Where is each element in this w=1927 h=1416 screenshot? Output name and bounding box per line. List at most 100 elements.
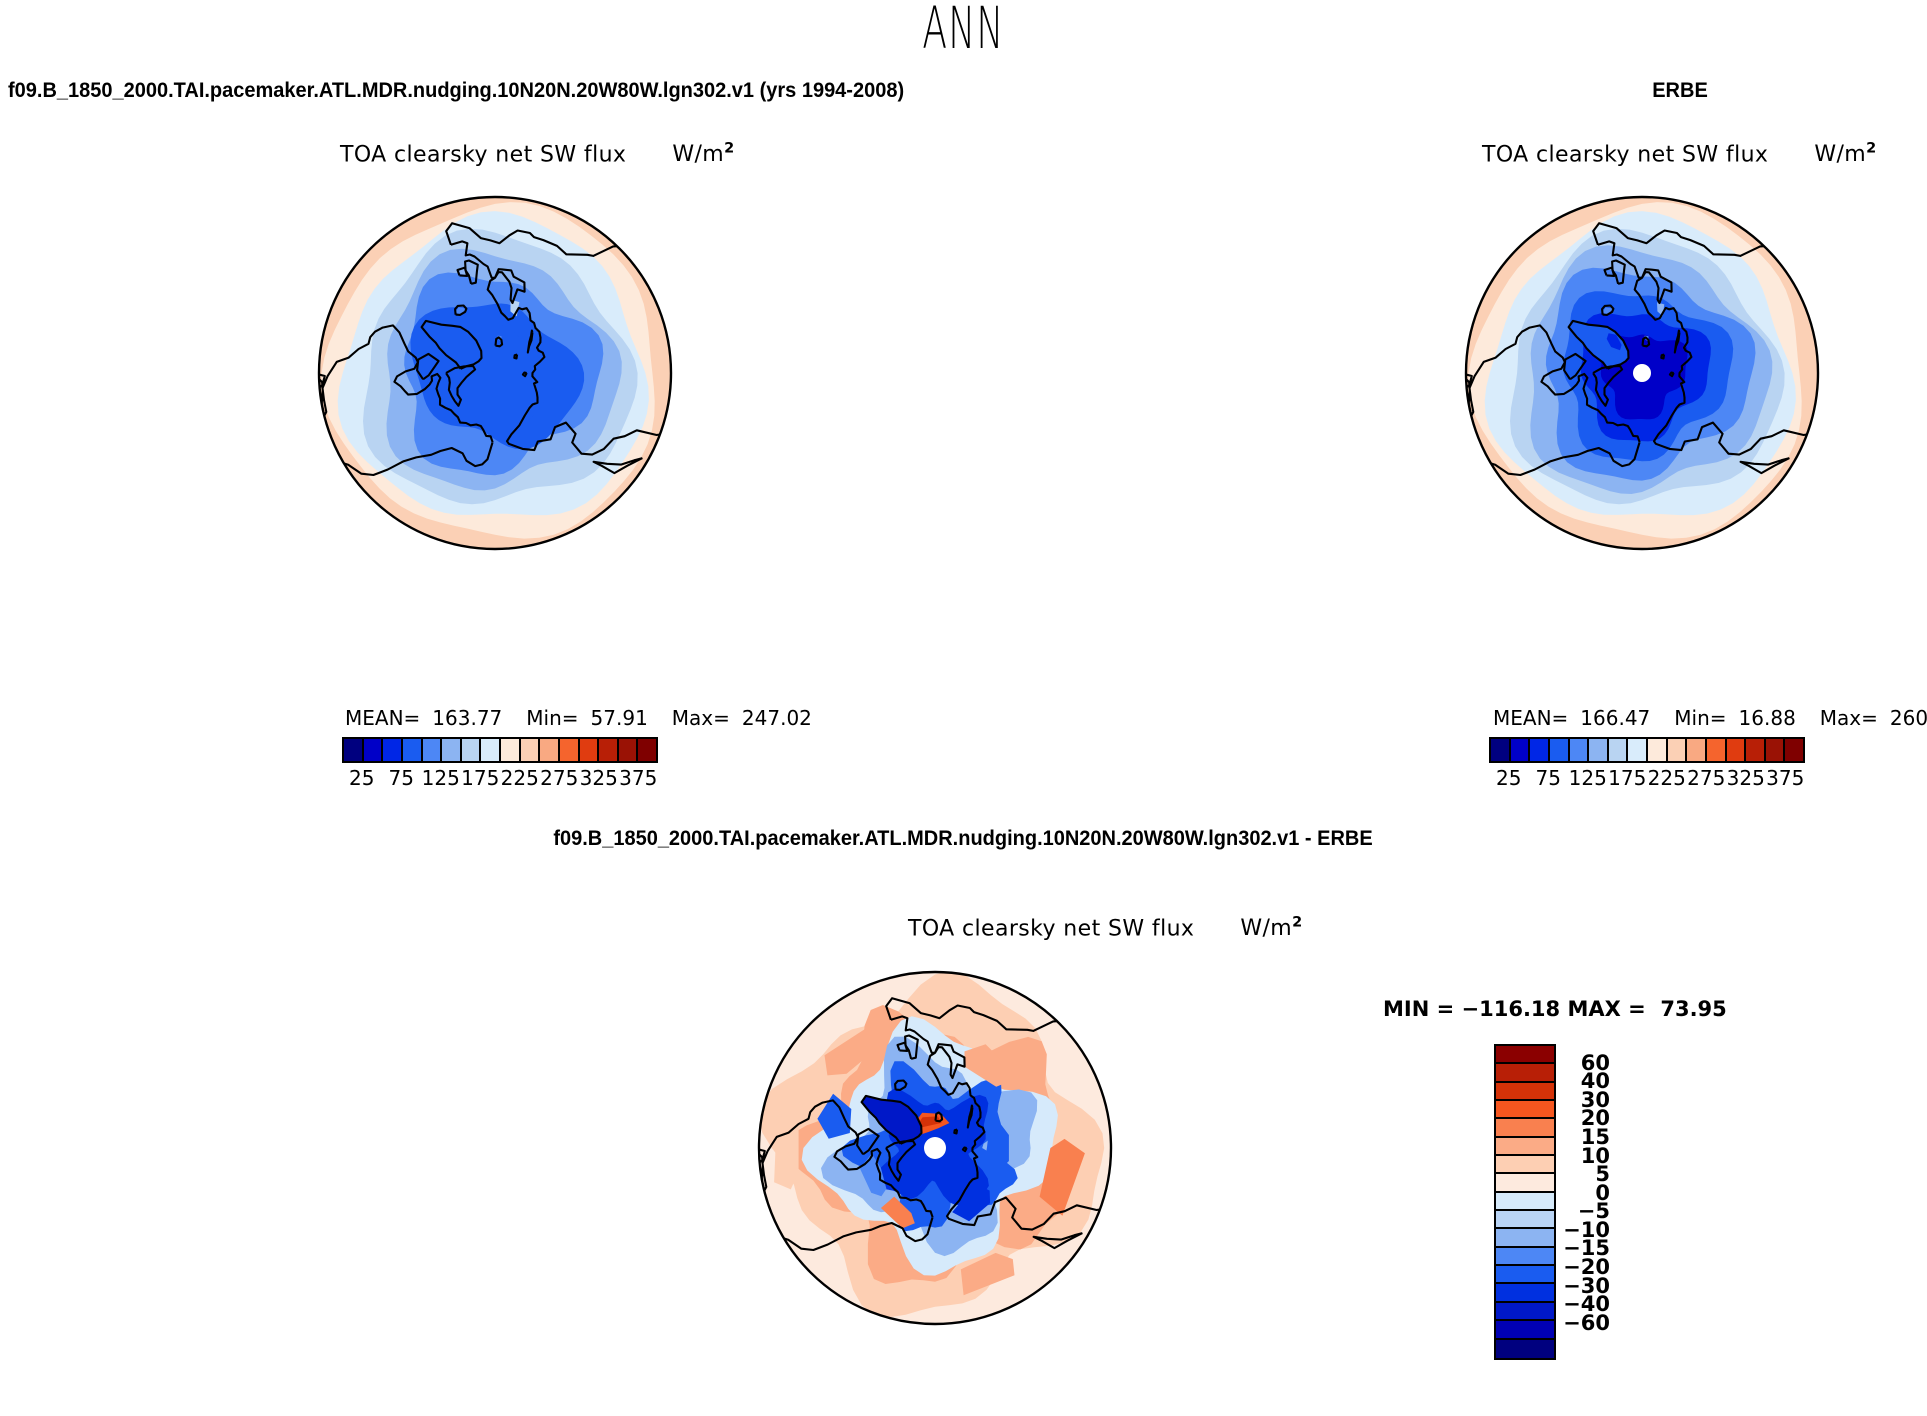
colorbar-swatch	[638, 739, 656, 761]
colorbar-tick-label: 15	[1580, 1124, 1610, 1149]
colorbar-swatch	[1785, 739, 1803, 761]
colorbar-swatch	[1687, 739, 1707, 761]
map-diff	[725, 960, 1145, 1340]
colorbar-tick-label: 375	[1766, 766, 1805, 790]
colorbar-tick-label: 0	[1595, 1180, 1610, 1205]
colorbar-tick-label: −20	[1563, 1255, 1610, 1280]
stats-diff: MIN = −116.18 MAX = 73.95	[1383, 997, 1727, 1021]
colorbar-swatch	[363, 739, 384, 761]
colorbar-swatch	[402, 739, 423, 761]
colorbar-obs-swatches	[1489, 737, 1805, 763]
panel-title-model: f09.B_1850_2000.TAI.pacemaker.ATL.MDR.nu…	[8, 78, 905, 102]
map-model	[285, 185, 705, 565]
colorbar-tick-label: 75	[388, 766, 414, 790]
colorbar-swatch	[540, 739, 560, 761]
colorbar-tick-label: 225	[500, 766, 539, 790]
colorbar-swatch	[1496, 1119, 1554, 1138]
colorbar-tick-label: 75	[1535, 766, 1561, 790]
field-label-obs: TOA clearsky net SW flux	[1482, 142, 1769, 168]
colorbar-swatch	[618, 739, 639, 761]
colorbar-model-swatches	[342, 737, 658, 763]
colorbar-swatch	[422, 739, 443, 761]
colorbar-tick-label: 5	[1595, 1162, 1610, 1187]
panel-header-model: TOA clearsky net SW flux W/m2	[340, 141, 735, 167]
field-label-model: TOA clearsky net SW flux	[340, 142, 627, 168]
colorbar-tick-label: −30	[1563, 1273, 1610, 1298]
colorbar-swatch	[501, 739, 521, 761]
colorbar-swatch	[520, 739, 541, 761]
colorbar-swatch	[344, 739, 364, 761]
colorbar-swatch	[1510, 739, 1531, 761]
panel-title-obs: ERBE	[1652, 78, 1708, 102]
colorbar-swatch	[481, 739, 501, 761]
colorbar-tick-label: −5	[1577, 1199, 1610, 1224]
colorbar-tick-label: −10	[1563, 1217, 1610, 1242]
colorbar-swatch	[1648, 739, 1668, 761]
colorbar-swatch	[1496, 1266, 1554, 1285]
colorbar-swatch	[579, 739, 600, 761]
colorbar-swatch	[1496, 1211, 1554, 1230]
colorbar-swatch	[1496, 1339, 1554, 1358]
colorbar-diff-swatches	[1494, 1044, 1556, 1360]
colorbar-tick-label: 40	[1580, 1069, 1610, 1094]
colorbar-swatch	[461, 739, 482, 761]
colorbar-swatch	[442, 739, 462, 761]
colorbar-swatch	[1496, 1247, 1554, 1267]
colorbar-swatch	[1496, 1284, 1554, 1303]
colorbar-swatch	[1496, 1137, 1554, 1157]
panel-title-diff: f09.B_1850_2000.TAI.pacemaker.ATL.MDR.nu…	[553, 826, 1373, 850]
colorbar-tick-label: 275	[540, 766, 579, 790]
field-label-diff: TOA clearsky net SW flux	[908, 916, 1195, 942]
colorbar-tick-label: 20	[1580, 1106, 1610, 1131]
colorbar-swatch	[1667, 739, 1688, 761]
colorbar-tick-label: 125	[421, 766, 460, 790]
colorbar-tick-label: 10	[1580, 1143, 1610, 1168]
colorbar-swatch	[1530, 739, 1550, 761]
colorbar-tick-label: 375	[619, 766, 658, 790]
units-label-model: W/m2	[672, 141, 735, 168]
colorbar-swatch	[1569, 739, 1590, 761]
colorbar-tick-label: 60	[1580, 1050, 1610, 1075]
colorbar-tick-label: 325	[579, 766, 618, 790]
colorbar-tick-label: 325	[1726, 766, 1765, 790]
colorbar-swatch	[1496, 1321, 1554, 1340]
colorbar-tick-label: 175	[1608, 766, 1647, 790]
colorbar-model-labels: 25 75 125 175 225 275 325 375	[342, 766, 658, 796]
panel-header-obs: TOA clearsky net SW flux W/m2	[1482, 141, 1877, 167]
colorbar-tick-label: 275	[1687, 766, 1726, 790]
colorbar-swatch	[1496, 1064, 1554, 1083]
units-label-obs: W/m2	[1814, 141, 1877, 168]
units-label-diff: W/m2	[1240, 915, 1303, 942]
colorbar-obs: 25 75 125 175 225 275 325 375	[1489, 737, 1805, 796]
colorbar-swatch	[1496, 1302, 1554, 1322]
colorbar-swatch	[1496, 1101, 1554, 1120]
season-title: ANN	[922, 0, 1005, 62]
colorbar-swatch	[1589, 739, 1609, 761]
colorbar-tick-label: 25	[1496, 766, 1522, 790]
panel-header-diff: TOA clearsky net SW flux W/m2	[908, 915, 1303, 941]
colorbar-swatch	[1496, 1192, 1554, 1212]
colorbar-swatch	[1608, 739, 1629, 761]
colorbar-tick-label: 175	[461, 766, 500, 790]
map-obs	[1432, 185, 1852, 565]
colorbar-tick-label: −40	[1563, 1292, 1610, 1317]
colorbar-obs-labels: 25 75 125 175 225 275 325 375	[1489, 766, 1805, 796]
colorbar-swatch	[1496, 1046, 1554, 1065]
colorbar-swatch	[1628, 739, 1648, 761]
colorbar-tick-label: −60	[1563, 1310, 1610, 1335]
colorbar-swatch	[1706, 739, 1727, 761]
colorbar-swatch	[559, 739, 580, 761]
colorbar-swatch	[599, 739, 619, 761]
stats-model: MEAN= 163.77 Min= 57.91 Max= 247.02	[345, 706, 812, 730]
colorbar-swatch	[1496, 1156, 1554, 1175]
colorbar-tick-label: 225	[1647, 766, 1686, 790]
colorbar-swatch	[1496, 1082, 1554, 1102]
colorbar-swatch	[1549, 739, 1570, 761]
colorbar-swatch	[1746, 739, 1766, 761]
colorbar-swatch	[383, 739, 403, 761]
colorbar-tick-label: 125	[1568, 766, 1607, 790]
colorbar-tick-label: 30	[1580, 1087, 1610, 1112]
colorbar-swatch	[1726, 739, 1747, 761]
colorbar-swatch	[1496, 1229, 1554, 1248]
